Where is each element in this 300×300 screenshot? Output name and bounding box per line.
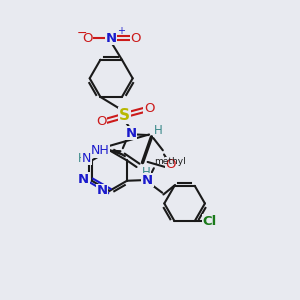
Text: Cl: Cl	[202, 215, 217, 228]
Text: S: S	[119, 108, 130, 123]
Text: O: O	[96, 116, 106, 128]
Text: NH: NH	[91, 144, 110, 157]
Text: O: O	[144, 102, 154, 115]
Text: H: H	[154, 124, 162, 137]
Text: +: +	[117, 26, 125, 36]
Text: O: O	[165, 158, 176, 171]
Text: N: N	[78, 173, 89, 186]
Text: O: O	[82, 32, 92, 45]
Text: H: H	[78, 152, 87, 165]
Text: N: N	[142, 174, 153, 187]
Text: N: N	[126, 127, 137, 140]
Text: methyl: methyl	[154, 158, 186, 166]
Text: H: H	[142, 166, 151, 178]
Text: O: O	[130, 32, 141, 45]
Text: N: N	[96, 184, 107, 197]
Text: −: −	[77, 26, 87, 39]
Text: N: N	[82, 152, 92, 165]
Text: N: N	[106, 32, 117, 45]
